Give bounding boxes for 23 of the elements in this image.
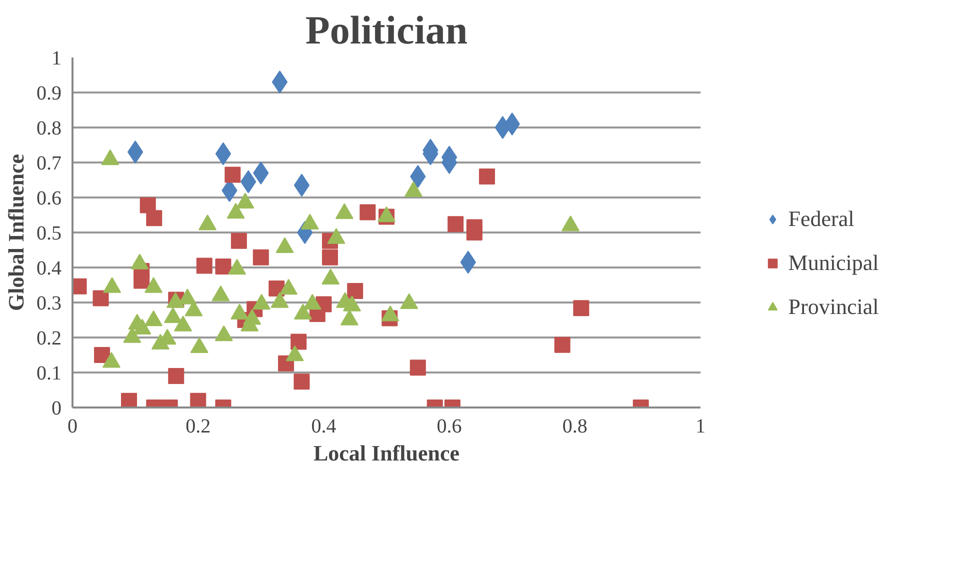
- x-tick-label: 0.2: [186, 416, 211, 438]
- chart-title: Politician: [305, 8, 468, 52]
- legend-label: Provincial: [788, 294, 879, 320]
- y-axis-title: Global Influence: [4, 154, 28, 312]
- x-tick-label: 0.8: [562, 416, 588, 438]
- legend-label: Federal: [788, 206, 854, 232]
- y-tick-label: 0.9: [36, 82, 62, 104]
- y-tick-label: 0.6: [36, 188, 62, 210]
- x-tick-label: 0.4: [311, 416, 336, 438]
- y-tick-label: 0.8: [36, 118, 62, 140]
- x-tick-label: 0.6: [436, 416, 462, 438]
- y-tick-label: 0.1: [36, 362, 62, 384]
- y-tick-label: 0.4: [36, 258, 62, 280]
- x-axis-title: Local Influence: [313, 440, 460, 466]
- y-tick-label: 0.2: [36, 328, 62, 350]
- y-tick-label: 1: [52, 48, 62, 70]
- y-tick-label: 0: [52, 398, 62, 420]
- y-tick-label: 0.3: [36, 292, 62, 314]
- y-tick-label: 0.5: [36, 222, 62, 244]
- x-tick-label: 1: [696, 416, 706, 438]
- legend-label: Municipal: [788, 250, 879, 276]
- y-tick-label: 0.7: [36, 152, 62, 174]
- x-tick-label: 0: [68, 416, 78, 438]
